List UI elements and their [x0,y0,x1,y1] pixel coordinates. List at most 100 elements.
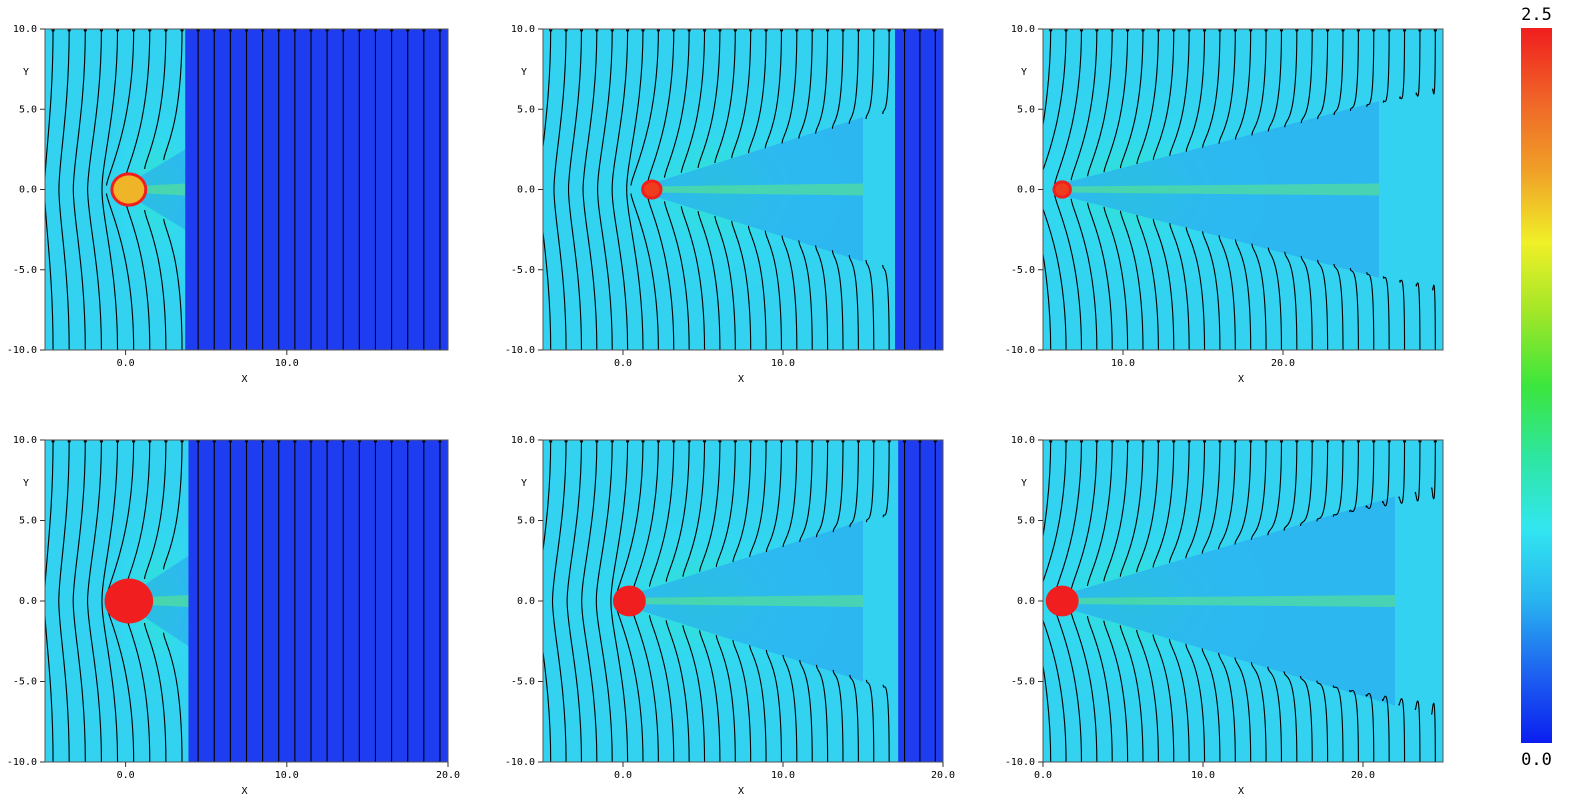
field-line [1365,440,1375,762]
x-tick-label: 20.0 [436,770,460,781]
field-line-seed [626,440,630,443]
x-tick-label: 20.0 [1351,770,1375,781]
field-line [1399,29,1406,350]
plot-area [543,440,943,762]
field-line [849,440,859,762]
field-line-seed [325,29,329,32]
colorbar-max-label: 2.5 [1521,5,1552,25]
field-line [1316,440,1329,762]
field-line-seed [810,440,814,443]
field-lines [1043,440,1437,762]
field-line [1119,29,1144,350]
field-line [58,29,70,350]
field-line-seed [856,29,860,32]
x-tick-label: 0.0 [1034,770,1052,781]
y-tick-label: -10.0 [505,345,535,356]
y-tick-label: 10.0 [13,435,37,446]
field-line [566,440,583,762]
field-line-seed [1264,29,1268,32]
y-tick-label: 0.0 [517,185,535,196]
body [113,175,145,204]
field-line [765,440,783,762]
x-tick-label: 20.0 [931,770,955,781]
y-tick-label: -5.0 [1011,265,1035,276]
x-tick-label: 10.0 [771,770,795,781]
field-line-seed [1295,440,1299,443]
y-tick-label: -10.0 [505,757,535,768]
field-line [1043,440,1067,762]
field-line [749,440,767,762]
field-line [581,440,598,762]
field-line [611,29,629,350]
undisturbed-region [185,29,448,350]
field-line-seed [1372,29,1376,32]
field-line-seed [826,440,830,443]
x-axis-label: X [1238,786,1244,797]
x-axis-label: X [738,374,744,385]
y-tick-label: 10.0 [511,435,535,446]
x-axis-label: X [738,786,744,797]
plot-area [1043,29,1443,350]
field-line [715,440,736,762]
field-line-seed [626,29,630,32]
field-line [1152,29,1175,350]
colorbar-min-label: 0.0 [1521,750,1552,770]
field-line-seed [83,29,87,32]
field-line [815,29,829,350]
field-line-seed [277,440,281,443]
field-line-seed [595,29,599,32]
field-line-seed [1079,440,1084,443]
field-line-seed [1110,440,1114,443]
undisturbed-region [188,440,448,762]
field-line-seed [1326,440,1330,443]
field-line-seed [244,440,249,443]
field-line [865,440,875,762]
field-line [163,29,183,350]
field-line-seed [933,440,937,443]
y-tick-label: -5.0 [1011,677,1035,688]
field-line-seed [549,29,553,32]
field-line-seed [795,29,799,32]
field-line-seed [115,440,120,443]
field-line-seed [1279,440,1284,443]
field-line [1185,29,1206,350]
x-axis-label: X [241,786,247,797]
field-line-seed [918,440,922,443]
field-line-seed [656,29,660,32]
field-line-seed [1433,29,1437,32]
panel-r1c1: 10.0 5.0 0.0 -5.0 -10.0 0.0 10.0 X Y [7,24,449,385]
field-line-seed [887,440,891,443]
field-line-seed [422,29,426,32]
body [644,182,660,197]
body [1055,183,1069,196]
field-line-seed [1326,29,1330,32]
field-line-seed [1187,29,1191,32]
field-line-seed [1341,440,1345,443]
field-line-seed [564,440,568,443]
field-line-seed [1279,29,1284,32]
field-line-seed [115,29,120,32]
field-line-seed [749,29,753,32]
field-line-seed [1218,29,1222,32]
field-line-seed [672,29,676,32]
plot-area [1043,440,1443,762]
field-line-seed [1049,440,1053,443]
field-line [1218,29,1236,350]
field-line-seed [357,29,361,32]
field-line-seed [687,29,691,32]
field-line-seed [228,29,232,32]
field-line-seed [841,29,845,32]
x-tick-label: 10.0 [1191,770,1215,781]
field-line [1333,29,1344,350]
field-line-seed [1233,29,1237,32]
field-line [543,440,552,762]
plot-area [45,29,448,350]
y-tick-label: -10.0 [7,345,37,356]
field-line-seed [610,440,614,443]
field-line-seed [1187,440,1191,443]
field-line-seed [309,29,313,32]
field-line [1300,29,1313,350]
field-line-seed [212,440,216,443]
panel-r2c2: 10.0 5.0 0.0 -5.0 -10.0 0.0 10.0 20.0 X Y [505,435,955,797]
field-line [1136,29,1159,350]
